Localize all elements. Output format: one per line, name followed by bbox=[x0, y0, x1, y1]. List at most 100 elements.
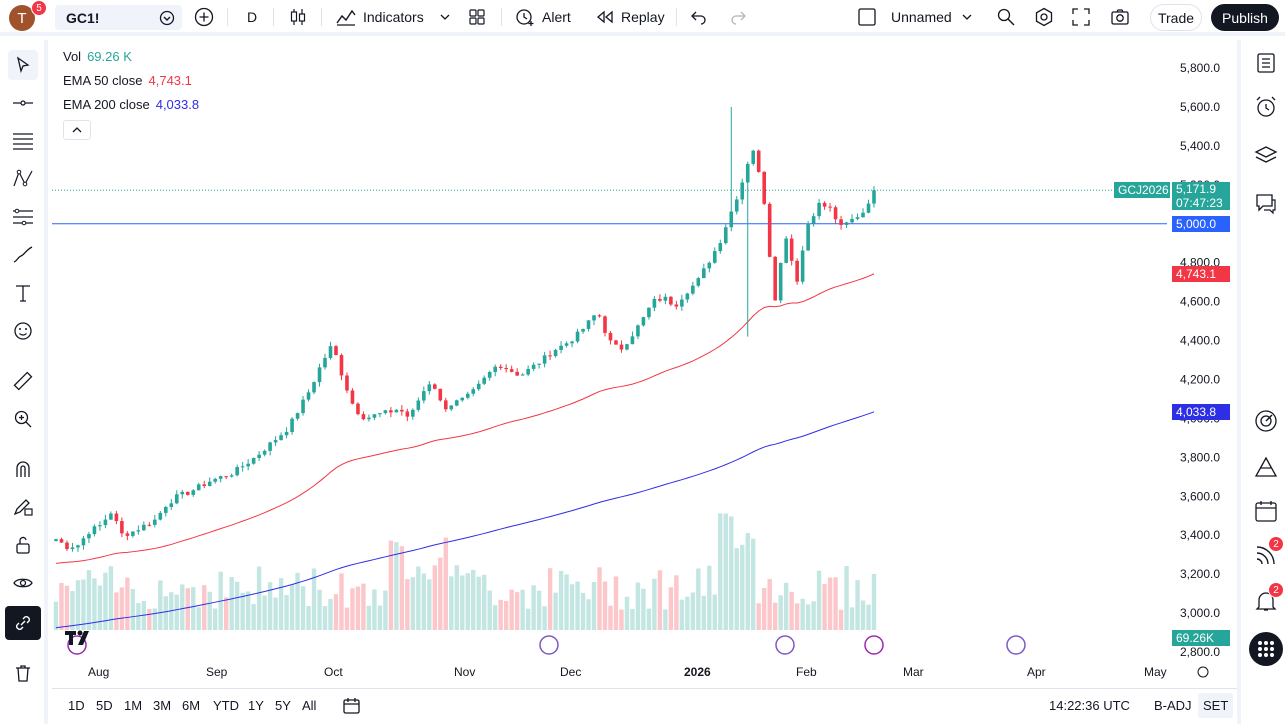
candle-body bbox=[246, 463, 250, 467]
candle-body bbox=[504, 368, 508, 370]
feed-badge: 2 bbox=[1268, 536, 1284, 552]
emoji-tool[interactable] bbox=[8, 316, 38, 346]
layout-dropdown[interactable] bbox=[960, 0, 974, 34]
lock-drawings-tool[interactable] bbox=[8, 530, 38, 560]
brush-tool[interactable] bbox=[8, 240, 38, 270]
volume-bar bbox=[70, 591, 75, 630]
session-toggle[interactable]: SET bbox=[1198, 693, 1234, 718]
range-ytd[interactable]: YTD bbox=[213, 698, 239, 713]
volume-bar bbox=[245, 591, 251, 630]
volume-bar bbox=[421, 573, 427, 630]
clock-timezone[interactable]: 14:22:36 UTC bbox=[1049, 698, 1130, 713]
replay-button[interactable]: Replay bbox=[595, 0, 665, 34]
range-1m[interactable]: 1M bbox=[124, 698, 143, 713]
volume-bar bbox=[685, 596, 690, 630]
indicators-button[interactable]: Indicators bbox=[335, 0, 424, 34]
hide-drawings-tool[interactable] bbox=[8, 568, 38, 598]
volume-bar bbox=[778, 595, 783, 630]
watchlist-button[interactable] bbox=[1251, 48, 1281, 78]
volume-bar bbox=[355, 586, 361, 630]
volume-bar bbox=[674, 575, 679, 630]
chart-pane[interactable]: 5,800.05,600.05,400.05,200.04,800.04,600… bbox=[52, 40, 1237, 686]
candle-body bbox=[806, 223, 810, 251]
settings-button[interactable] bbox=[1034, 0, 1054, 34]
add-symbol-icon[interactable] bbox=[159, 10, 175, 26]
screenshot-button[interactable] bbox=[1110, 0, 1130, 34]
chats-button[interactable] bbox=[1251, 188, 1281, 218]
projection-tool[interactable] bbox=[8, 202, 38, 232]
legend-ema200[interactable]: EMA 200 close 4,033.8 bbox=[63, 97, 199, 112]
undo-button[interactable] bbox=[690, 0, 708, 34]
event-dividend-icon[interactable] bbox=[1006, 635, 1026, 655]
range-3m[interactable]: 3M bbox=[153, 698, 172, 713]
range-5d[interactable]: 5D bbox=[96, 698, 113, 713]
legend-volume[interactable]: Vol 69.26 K bbox=[63, 49, 132, 64]
apps-menu-button[interactable] bbox=[1249, 632, 1283, 666]
templates-button[interactable] bbox=[467, 0, 487, 34]
alerts-button[interactable] bbox=[1251, 92, 1281, 122]
calendar-button[interactable] bbox=[1251, 496, 1281, 526]
replay-label: Replay bbox=[621, 9, 665, 25]
back-adjust-toggle[interactable]: B-ADJ bbox=[1154, 698, 1192, 713]
pencil-lock-icon bbox=[13, 499, 33, 516]
scale-settings-icon[interactable] bbox=[1197, 666, 1209, 678]
news-feed-button[interactable] bbox=[1251, 540, 1281, 570]
indicators-dropdown[interactable] bbox=[438, 0, 452, 34]
zoom-tool[interactable] bbox=[8, 404, 38, 434]
fullscreen-button[interactable] bbox=[1072, 0, 1090, 34]
alert-button[interactable]: Alert bbox=[514, 0, 571, 34]
legend-ema200-value: 4,033.8 bbox=[155, 97, 200, 112]
volume-bars bbox=[53, 513, 877, 630]
drawing-mode-tool[interactable] bbox=[8, 492, 38, 522]
volume-bar bbox=[866, 604, 871, 630]
price-chart[interactable]: 5,800.05,600.05,400.05,200.04,800.04,600… bbox=[52, 40, 1237, 686]
volume-bar bbox=[838, 609, 844, 630]
sync-drawings-tool[interactable] bbox=[5, 606, 41, 640]
redo-button[interactable] bbox=[729, 0, 747, 34]
legend-collapse-button[interactable] bbox=[63, 120, 91, 140]
trash-icon bbox=[16, 665, 30, 682]
pattern-tool[interactable] bbox=[8, 164, 38, 194]
candle-body bbox=[465, 393, 470, 398]
layout-button[interactable]: Unnamed bbox=[857, 0, 952, 34]
trend-line-tool[interactable] bbox=[8, 88, 38, 118]
time-scale[interactable]: Aug Sep Oct Nov Dec 2026 Feb Mar Apr May bbox=[67, 635, 1209, 679]
event-dividend-icon[interactable] bbox=[775, 635, 795, 655]
measure-tool[interactable] bbox=[8, 366, 38, 396]
candle-body bbox=[153, 519, 157, 525]
range-1d[interactable]: 1D bbox=[68, 698, 85, 713]
event-flash-icon[interactable] bbox=[864, 635, 884, 655]
compare-button[interactable] bbox=[194, 0, 214, 34]
user-avatar[interactable]: T bbox=[9, 5, 35, 31]
text-tool[interactable] bbox=[8, 278, 38, 308]
ideas-button[interactable] bbox=[1251, 452, 1281, 482]
tradingview-logo[interactable] bbox=[64, 628, 96, 653]
range-all[interactable]: All bbox=[302, 698, 317, 713]
cursor-tool[interactable] bbox=[8, 50, 38, 80]
object-tree-button[interactable] bbox=[1251, 140, 1281, 170]
trade-button[interactable]: Trade bbox=[1150, 4, 1202, 31]
interval-button[interactable]: D bbox=[247, 9, 258, 25]
candle-body bbox=[751, 150, 756, 164]
legend-vol-label: Vol bbox=[63, 49, 82, 64]
publish-button[interactable]: Publish bbox=[1211, 4, 1279, 31]
price-label: 5,400.0 bbox=[1180, 139, 1220, 153]
range-5y[interactable]: 5Y bbox=[275, 698, 291, 713]
candle-body bbox=[59, 539, 64, 543]
legend-ema50[interactable]: EMA 50 close 4,743.1 bbox=[63, 73, 192, 88]
range-6m[interactable]: 6M bbox=[182, 698, 201, 713]
candle-body bbox=[273, 440, 278, 443]
event-dividend-icon[interactable] bbox=[539, 635, 559, 655]
symbol-search[interactable]: GC1! bbox=[55, 5, 182, 30]
price-scale[interactable]: 5,800.05,600.05,400.05,200.04,800.04,600… bbox=[1180, 61, 1220, 659]
volume-bar bbox=[800, 598, 805, 630]
range-1y[interactable]: 1Y bbox=[248, 698, 264, 713]
fib-tool[interactable] bbox=[8, 126, 38, 156]
magnet-tool[interactable] bbox=[8, 454, 38, 484]
quick-search-button[interactable] bbox=[996, 0, 1016, 34]
go-to-date-button[interactable] bbox=[342, 696, 362, 719]
remove-drawings-tool[interactable] bbox=[8, 658, 38, 688]
screener-button[interactable] bbox=[1251, 406, 1281, 436]
chart-type-button[interactable] bbox=[288, 0, 308, 34]
candle-body bbox=[526, 368, 530, 375]
